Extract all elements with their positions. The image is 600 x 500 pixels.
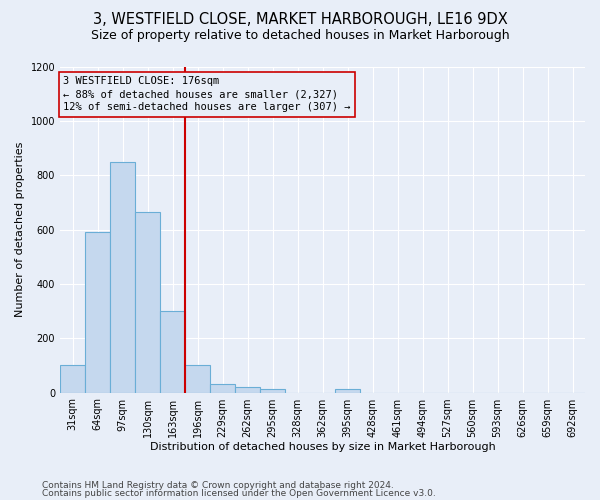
Bar [135,212,160,392]
Text: Contains public sector information licensed under the Open Government Licence v3: Contains public sector information licen… [42,490,436,498]
Text: 3, WESTFIELD CLOSE, MARKET HARBOROUGH, LE16 9DX: 3, WESTFIELD CLOSE, MARKET HARBOROUGH, L… [92,12,508,28]
Bar [85,232,110,392]
Bar [110,162,135,392]
Text: Contains HM Land Registry data © Crown copyright and database right 2024.: Contains HM Land Registry data © Crown c… [42,481,394,490]
Bar [235,386,260,392]
Bar [60,366,85,392]
Text: Size of property relative to detached houses in Market Harborough: Size of property relative to detached ho… [91,29,509,42]
Bar [335,390,360,392]
Text: 3 WESTFIELD CLOSE: 176sqm
← 88% of detached houses are smaller (2,327)
12% of se: 3 WESTFIELD CLOSE: 176sqm ← 88% of detac… [63,76,350,112]
Bar [160,311,185,392]
Bar [210,384,235,392]
Y-axis label: Number of detached properties: Number of detached properties [15,142,25,317]
Bar [260,390,285,392]
X-axis label: Distribution of detached houses by size in Market Harborough: Distribution of detached houses by size … [149,442,496,452]
Bar [185,366,210,392]
